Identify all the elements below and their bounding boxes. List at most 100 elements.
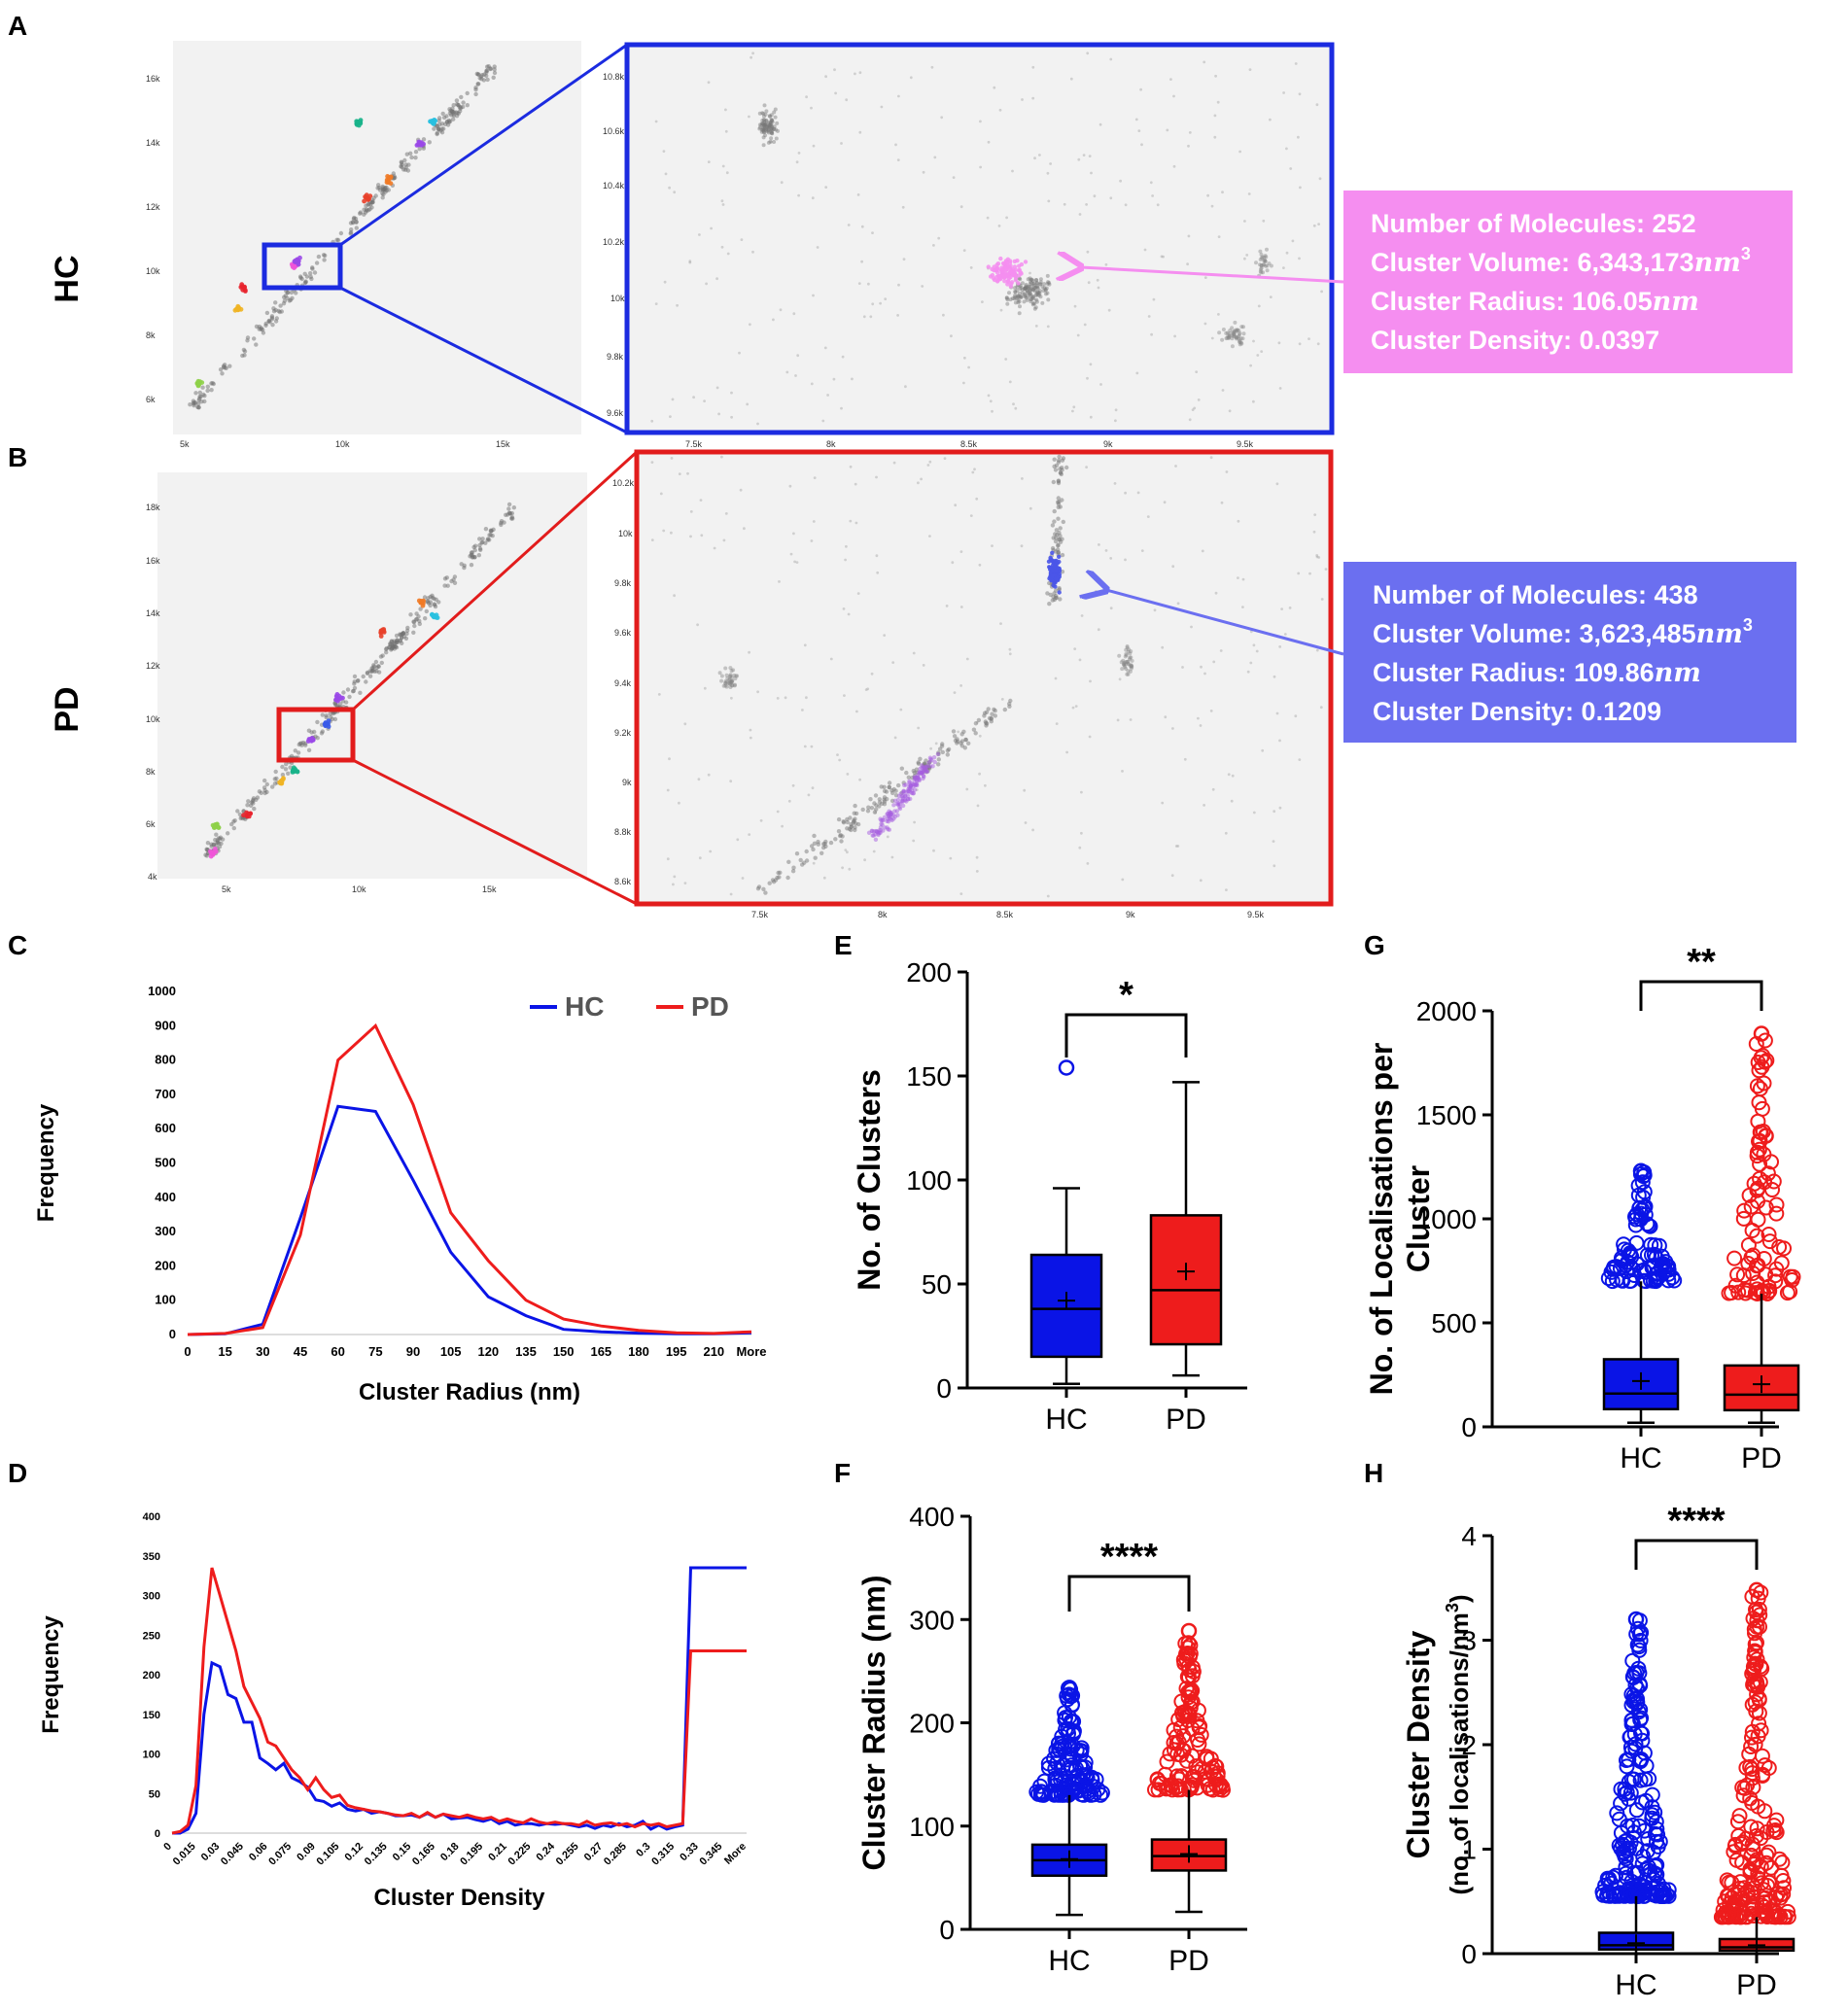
localisation-dot <box>1269 295 1273 298</box>
localisation-dot <box>1232 334 1237 339</box>
cluster-dot <box>871 833 876 838</box>
localisation-dot <box>1026 277 1030 282</box>
localisation-dot <box>1124 660 1129 664</box>
localisation-dot <box>451 117 456 121</box>
localisation-dot <box>770 118 775 122</box>
cluster-dot <box>216 825 222 830</box>
localisation-dot <box>1047 199 1051 203</box>
outlier-point <box>1747 1285 1763 1301</box>
localisation-dot <box>1267 261 1272 266</box>
localisation-dot <box>828 840 834 846</box>
cluster-dot <box>921 776 925 781</box>
info-b-volume: Cluster Volume: 3,623,485nm3 <box>1373 615 1753 649</box>
x-tick-label: 105 <box>440 1344 462 1359</box>
zoom-b-ytick: 9k <box>622 778 632 787</box>
localisation-dot <box>1136 491 1140 495</box>
localisation-dot <box>1224 831 1228 835</box>
localisation-dot <box>1123 665 1128 670</box>
outlier-point <box>1654 1888 1670 1904</box>
localisation-dot <box>1226 333 1231 338</box>
localisation-dot <box>769 118 774 122</box>
localisation-dot <box>838 833 843 839</box>
localisation-dot <box>762 124 767 129</box>
outlier-point <box>1058 1059 1075 1076</box>
localisation-dot <box>1188 131 1192 134</box>
localisation-dot <box>1233 320 1238 325</box>
localisation-dot <box>273 300 278 305</box>
localisation-dot <box>1213 135 1217 139</box>
x-tick-label: 0.105 <box>315 1841 342 1868</box>
localisation-dot <box>729 680 734 685</box>
localisation-dot <box>669 415 672 418</box>
localisation-dot <box>1026 295 1030 298</box>
cluster-dot <box>896 801 901 806</box>
cluster-dot <box>932 759 937 765</box>
localisation-dot <box>1030 282 1035 286</box>
x-tick-label: 210 <box>703 1344 724 1359</box>
zoom-b-connector <box>352 758 638 906</box>
localisation-dot <box>1230 333 1235 338</box>
localisation-dot <box>261 328 265 332</box>
localisation-dot <box>989 719 994 724</box>
x-tick-label: PD <box>1166 1404 1206 1436</box>
localisation-dot <box>1038 280 1043 285</box>
localisation-dot <box>723 683 728 688</box>
localisation-dot <box>936 757 941 762</box>
localisation-dot <box>724 512 728 515</box>
localisation-dot <box>1234 336 1238 341</box>
localisation-dot <box>1273 810 1276 814</box>
localisation-dot <box>952 176 956 180</box>
localisation-dot <box>902 258 906 261</box>
localisation-dot <box>761 124 766 129</box>
localisation-dot <box>741 877 745 880</box>
localisation-dot <box>1240 336 1245 341</box>
localisation-dot <box>422 595 428 600</box>
localisation-dot <box>280 772 286 778</box>
cluster-dot <box>338 695 344 701</box>
localisation-dot <box>1097 286 1100 290</box>
outlier-point <box>1765 1822 1782 1839</box>
localisation-dot <box>461 100 466 105</box>
localisation-dot <box>763 122 768 127</box>
outlier-point <box>1761 1227 1777 1242</box>
localisation-dot <box>1044 286 1049 291</box>
localisation-dot <box>1013 286 1017 291</box>
localisation-dot <box>1038 282 1043 287</box>
overview-a-xtick: 15k <box>496 439 510 449</box>
localisation-dot <box>1221 328 1226 331</box>
localisation-dot <box>730 678 735 683</box>
localisation-dot <box>777 875 782 880</box>
localisation-dot <box>857 282 861 285</box>
localisation-dot <box>1031 295 1036 299</box>
localisation-dot <box>1073 647 1077 650</box>
localisation-dot <box>1119 660 1124 665</box>
localisation-dot <box>205 841 211 846</box>
localisation-dot <box>1057 530 1062 536</box>
outlier-point <box>1040 1759 1057 1776</box>
localisation-dot <box>936 762 941 767</box>
localisation-dot <box>904 770 909 776</box>
outlier-point <box>1746 1175 1762 1192</box>
zoom-b-xtick: 9k <box>1126 910 1135 919</box>
localisation-dot <box>1124 653 1129 658</box>
localisation-dot <box>1285 147 1288 151</box>
outlier-point <box>1184 1777 1201 1793</box>
localisation-dot <box>427 140 432 145</box>
cluster-dot <box>1008 284 1014 289</box>
localisation-dot <box>1228 329 1233 332</box>
localisation-dot <box>490 534 495 538</box>
localisation-dot <box>324 713 329 718</box>
localisation-dot <box>1235 328 1239 332</box>
localisation-dot <box>436 116 442 121</box>
outlier-point <box>1644 1799 1660 1816</box>
localisation-dot <box>1042 282 1047 287</box>
localisation-dot <box>1143 248 1147 252</box>
outlier-point <box>1753 1908 1769 1924</box>
localisation-dot <box>1129 663 1133 668</box>
outlier-point <box>1765 1173 1782 1190</box>
localisation-dot <box>833 837 838 842</box>
localisation-dot <box>392 641 397 645</box>
localisation-dot <box>1210 336 1214 340</box>
x-tick-label: 0 <box>184 1344 191 1359</box>
outlier-point <box>1631 1888 1648 1904</box>
